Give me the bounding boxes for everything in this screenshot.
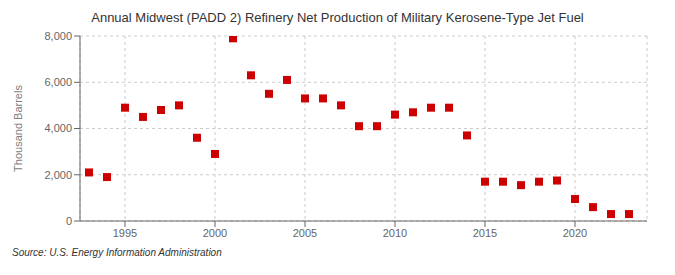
svg-text:2010: 2010 — [383, 227, 407, 239]
svg-text:2015: 2015 — [473, 227, 497, 239]
svg-text:4,000: 4,000 — [44, 122, 72, 134]
svg-text:8,000: 8,000 — [44, 30, 72, 42]
html-text:Source: U.S. Energy Informatio: Source: U.S. Energy Information Administ… — [12, 247, 222, 258]
html-text:Annual Midwest (PADD 2) Refine: Annual Midwest (PADD 2) Refinery Net Pro… — [91, 10, 584, 25]
svg-text:6,000: 6,000 — [44, 76, 72, 88]
svg-text:1995: 1995 — [113, 227, 137, 239]
svg-text:2,000: 2,000 — [44, 169, 72, 181]
svg-text:Thousand Barrels: Thousand Barrels — [12, 85, 24, 172]
svg-text:0: 0 — [66, 215, 72, 227]
svg-text:2000: 2000 — [203, 227, 227, 239]
svg-text:2005: 2005 — [293, 227, 317, 239]
svg-text:2020: 2020 — [563, 227, 587, 239]
